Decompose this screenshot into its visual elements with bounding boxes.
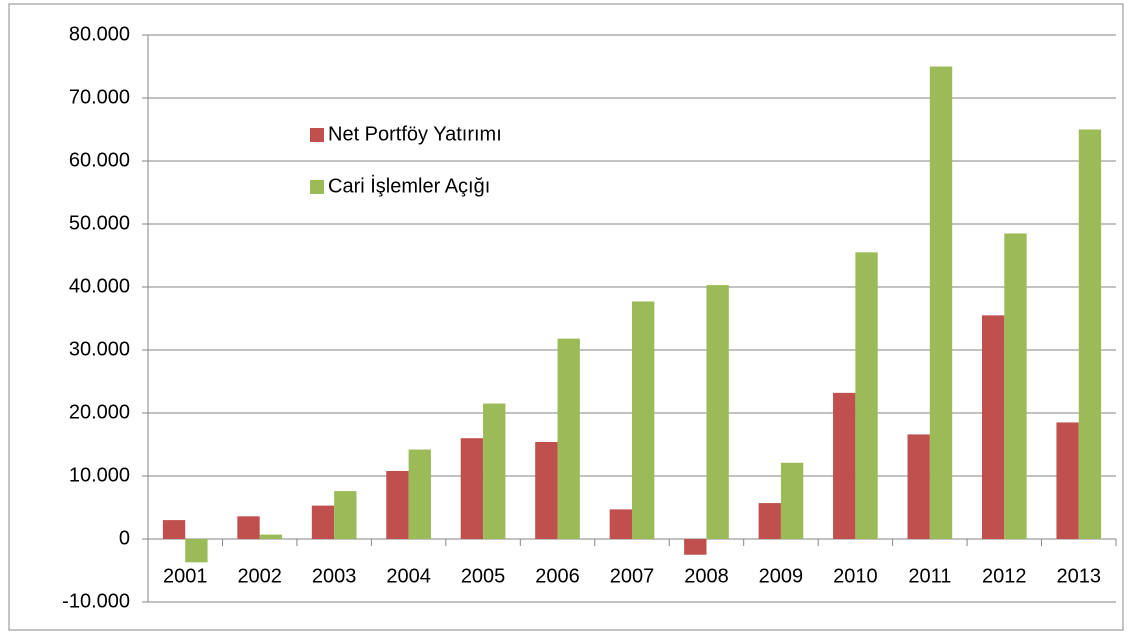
bar <box>237 516 260 539</box>
bar <box>1056 422 1079 539</box>
bar <box>758 503 781 539</box>
bar <box>833 392 856 539</box>
bar <box>632 301 655 539</box>
x-tick-label: 2007 <box>610 565 655 587</box>
y-tick-label: 40.000 <box>69 275 130 297</box>
bar <box>684 539 707 555</box>
y-tick-label: 50.000 <box>69 212 130 234</box>
x-tick-label: 2003 <box>312 565 357 587</box>
x-tick-label: 2005 <box>461 565 506 587</box>
bar <box>780 462 804 539</box>
y-tick-label: 60.000 <box>69 149 130 171</box>
bar <box>557 338 580 539</box>
x-tick-label: 2010 <box>833 565 878 587</box>
bar <box>907 434 930 539</box>
x-tick-label: 2001 <box>163 565 208 587</box>
bar <box>185 539 208 563</box>
bar <box>408 449 431 539</box>
x-tick-label: 2012 <box>982 565 1027 587</box>
x-tick-label: 2008 <box>684 565 729 587</box>
legend-swatch <box>310 128 324 142</box>
bar <box>929 66 953 539</box>
x-tick-label: 2006 <box>535 565 580 587</box>
x-tick-label: 2013 <box>1057 565 1102 587</box>
bar <box>535 441 558 539</box>
bar <box>334 491 357 539</box>
y-tick-label: -10.000 <box>62 590 130 612</box>
bar <box>386 470 409 539</box>
y-tick-label: 70.000 <box>69 86 130 108</box>
bar <box>706 285 729 539</box>
legend-label: Cari İşlemler Açığı <box>328 174 490 197</box>
x-tick-label: 2011 <box>908 565 951 587</box>
bar <box>609 509 632 539</box>
bar <box>483 403 506 539</box>
legend-label: Net Portföy Yatırımı <box>328 123 502 145</box>
y-tick-label: 30.000 <box>69 338 130 360</box>
y-tick-label: 20.000 <box>69 401 130 423</box>
x-tick-label: 2004 <box>386 565 431 587</box>
x-tick-label: 2002 <box>237 565 282 587</box>
bar <box>981 315 1005 539</box>
x-tick-label: 2009 <box>759 565 804 587</box>
bar <box>162 520 186 539</box>
bar <box>460 438 484 539</box>
y-tick-label: 10.000 <box>69 464 130 486</box>
bar <box>259 534 283 539</box>
bar <box>1004 233 1027 539</box>
bar <box>311 505 335 539</box>
legend-swatch <box>310 180 324 194</box>
y-tick-label: 80.000 <box>69 23 130 45</box>
bar <box>1078 129 1102 539</box>
bar <box>855 252 878 539</box>
y-tick-label: 0 <box>119 527 130 549</box>
